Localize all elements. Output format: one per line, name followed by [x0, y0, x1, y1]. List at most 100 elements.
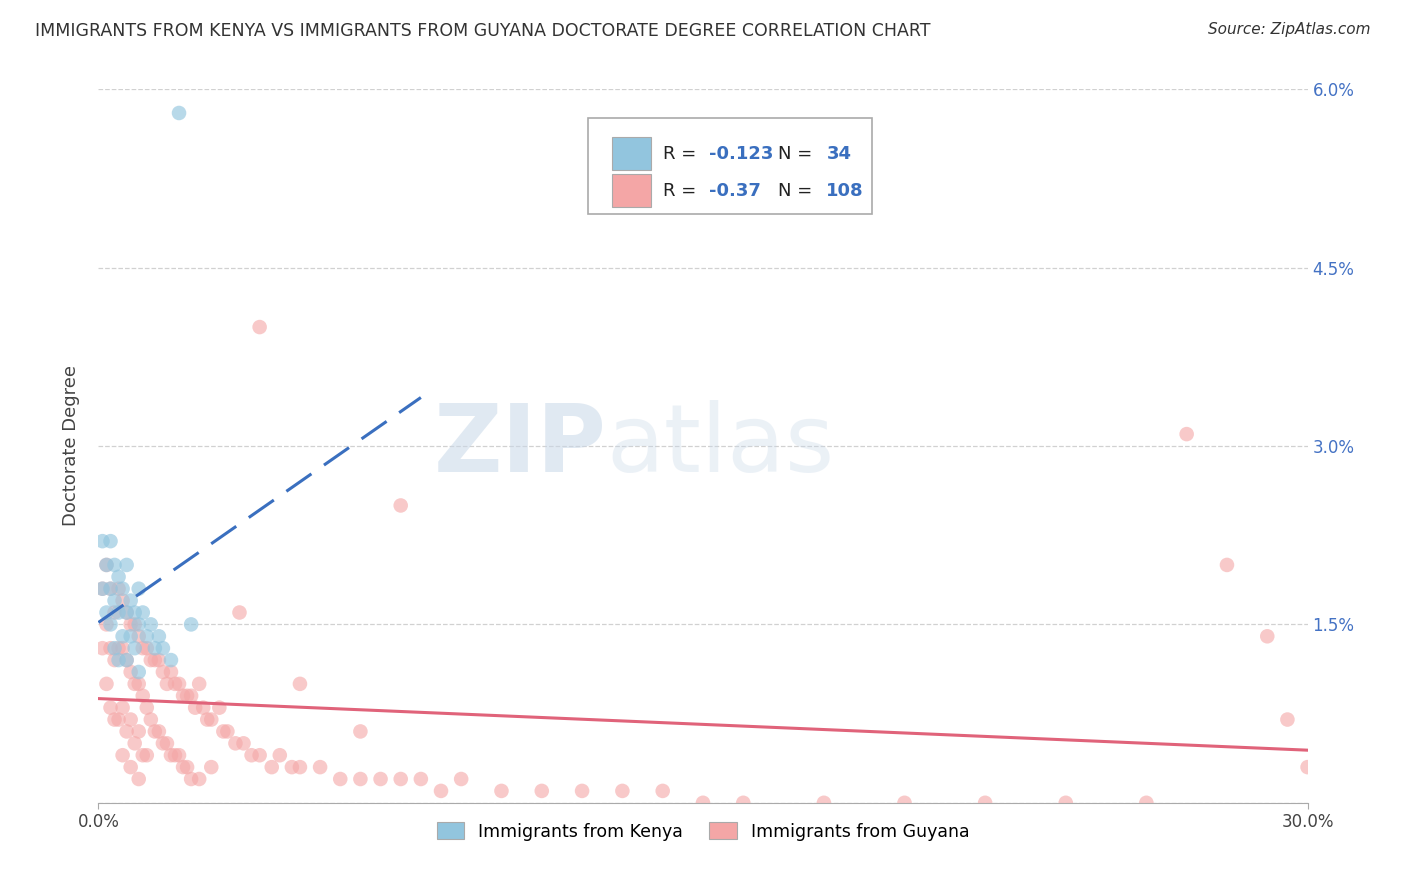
- Point: [135, 629, 157, 643]
- Text: N =: N =: [778, 182, 818, 200]
- Point: [1277, 713, 1299, 727]
- Point: [152, 641, 174, 656]
- Point: [281, 760, 304, 774]
- Point: [120, 713, 142, 727]
- Point: [124, 677, 146, 691]
- Point: [124, 641, 146, 656]
- Point: [160, 665, 183, 679]
- Point: [249, 748, 271, 763]
- Point: [115, 558, 138, 572]
- Point: [893, 796, 915, 810]
- Point: [100, 617, 122, 632]
- Point: [91, 582, 114, 596]
- Text: ZIP: ZIP: [433, 400, 606, 492]
- Point: [96, 558, 118, 572]
- Point: [135, 700, 157, 714]
- Point: [430, 784, 453, 798]
- Point: [1216, 558, 1239, 572]
- Point: [120, 760, 142, 774]
- Point: [124, 606, 146, 620]
- Point: [128, 665, 150, 679]
- Point: [200, 713, 222, 727]
- Point: [651, 784, 673, 798]
- Point: [91, 582, 114, 596]
- Point: [115, 653, 138, 667]
- Point: [103, 606, 125, 620]
- Point: [188, 772, 211, 786]
- Point: [100, 582, 122, 596]
- Point: [115, 606, 138, 620]
- Point: [1296, 760, 1319, 774]
- Point: [160, 748, 183, 763]
- Point: [111, 748, 134, 763]
- Point: [132, 606, 155, 620]
- Point: [132, 689, 155, 703]
- Point: [111, 582, 134, 596]
- Point: [148, 724, 170, 739]
- Y-axis label: Doctorate Degree: Doctorate Degree: [62, 366, 80, 526]
- Point: [1256, 629, 1278, 643]
- Point: [107, 653, 129, 667]
- Point: [195, 713, 218, 727]
- Point: [530, 784, 553, 798]
- Point: [217, 724, 239, 739]
- Point: [91, 534, 114, 549]
- Point: [96, 617, 118, 632]
- Point: [1135, 796, 1157, 810]
- Point: [148, 629, 170, 643]
- Point: [132, 641, 155, 656]
- Point: [128, 629, 150, 643]
- Point: [115, 724, 138, 739]
- Point: [288, 760, 311, 774]
- Point: [96, 558, 118, 572]
- Point: [163, 677, 186, 691]
- Point: [409, 772, 432, 786]
- Text: 108: 108: [827, 182, 863, 200]
- Point: [107, 570, 129, 584]
- Text: N =: N =: [778, 145, 818, 162]
- Point: [100, 534, 122, 549]
- Point: [152, 736, 174, 750]
- Point: [120, 629, 142, 643]
- Point: [100, 582, 122, 596]
- Point: [107, 713, 129, 727]
- Point: [163, 748, 186, 763]
- Text: atlas: atlas: [606, 400, 835, 492]
- Point: [349, 724, 371, 739]
- Point: [143, 724, 166, 739]
- FancyBboxPatch shape: [588, 118, 872, 214]
- Point: [103, 593, 125, 607]
- Point: [180, 617, 202, 632]
- Point: [115, 653, 138, 667]
- Point: [143, 641, 166, 656]
- Point: [167, 106, 190, 120]
- Point: [733, 796, 755, 810]
- Point: [103, 641, 125, 656]
- Point: [96, 677, 118, 691]
- Point: [188, 677, 211, 691]
- Point: [329, 772, 352, 786]
- Point: [260, 760, 283, 774]
- Point: [288, 677, 311, 691]
- Point: [156, 736, 179, 750]
- Point: [103, 653, 125, 667]
- Point: [200, 760, 222, 774]
- Point: [128, 582, 150, 596]
- Text: -0.37: -0.37: [709, 182, 761, 200]
- Point: [132, 748, 155, 763]
- Point: [111, 700, 134, 714]
- Text: -0.123: -0.123: [709, 145, 773, 162]
- Text: R =: R =: [664, 182, 702, 200]
- Point: [193, 700, 215, 714]
- Point: [120, 617, 142, 632]
- Point: [180, 689, 202, 703]
- Point: [148, 653, 170, 667]
- Point: [491, 784, 513, 798]
- Point: [450, 772, 472, 786]
- Point: [111, 593, 134, 607]
- Point: [128, 617, 150, 632]
- Point: [107, 606, 129, 620]
- Point: [176, 689, 198, 703]
- Point: [100, 641, 122, 656]
- Point: [167, 677, 190, 691]
